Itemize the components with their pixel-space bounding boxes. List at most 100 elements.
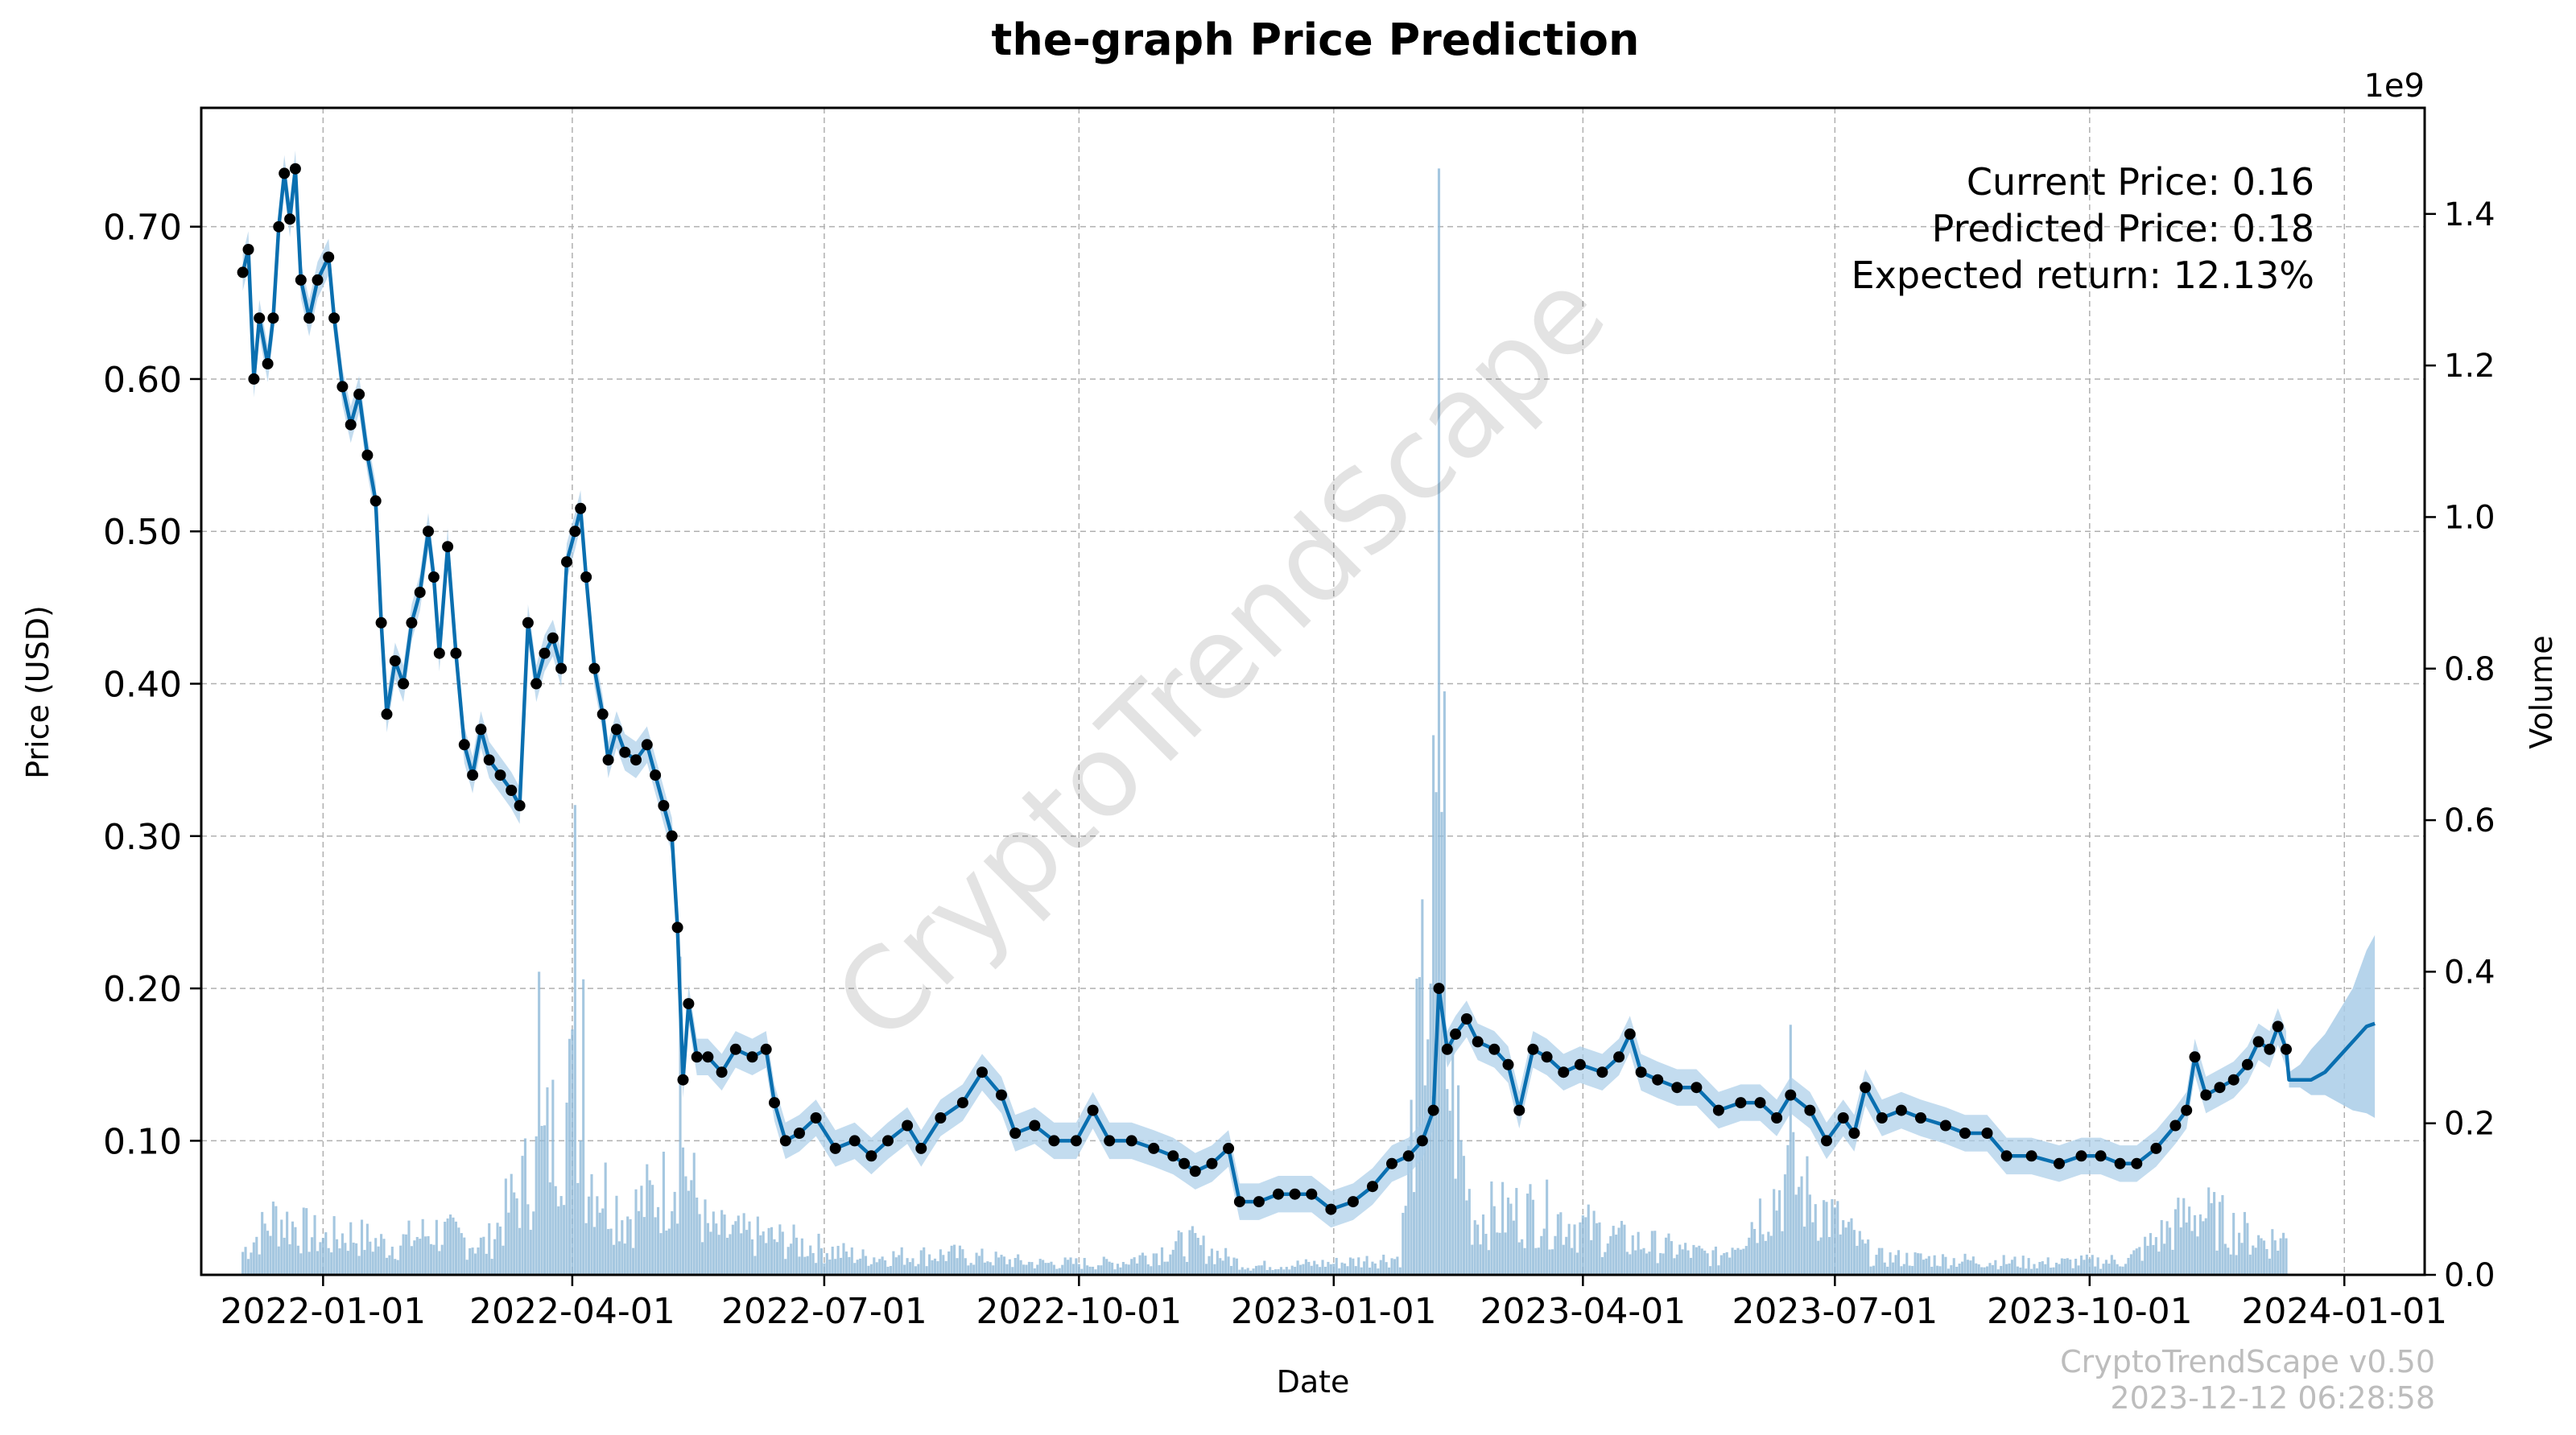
volume-bar bbox=[1446, 1089, 1449, 1275]
volume-bar bbox=[255, 1236, 258, 1275]
volume-bar bbox=[875, 1262, 878, 1275]
volume-bar bbox=[2268, 1258, 2271, 1275]
volume-bar bbox=[2190, 1231, 2194, 1275]
volume-bar bbox=[1753, 1228, 1757, 1275]
volume-bar bbox=[1038, 1259, 1042, 1275]
volume-bar bbox=[1208, 1256, 1211, 1275]
volume-bar bbox=[1831, 1198, 1834, 1275]
volume-bar bbox=[1191, 1226, 1194, 1275]
volume-bar bbox=[2196, 1236, 2199, 1275]
volume-bar bbox=[1241, 1267, 1244, 1275]
volume-bar bbox=[1102, 1256, 1105, 1275]
volume-bar bbox=[942, 1255, 945, 1275]
volume-bar bbox=[363, 1250, 366, 1275]
volume-bar bbox=[1880, 1247, 1884, 1275]
volume-bar bbox=[815, 1263, 818, 1275]
price-point bbox=[369, 495, 382, 507]
volume-bar bbox=[1996, 1269, 2000, 1275]
volume-bar bbox=[1966, 1260, 1970, 1275]
volume-bar bbox=[1377, 1268, 1380, 1275]
volume-bar bbox=[1319, 1267, 1322, 1275]
volume-bar bbox=[1304, 1259, 1307, 1275]
volume-bar bbox=[2027, 1258, 2030, 1275]
price-point bbox=[1735, 1097, 1747, 1109]
volume-bar bbox=[1913, 1252, 1917, 1275]
volume-bar bbox=[1634, 1250, 1637, 1275]
volume-bar bbox=[1141, 1252, 1145, 1275]
volume-bar bbox=[1410, 1099, 1413, 1275]
price-point bbox=[2150, 1142, 2162, 1154]
volume-bar bbox=[1365, 1256, 1368, 1275]
volume-bar bbox=[1858, 1231, 1861, 1275]
volume-bar bbox=[1290, 1265, 1294, 1275]
y2-tick-label: 0.2 bbox=[2444, 1106, 2496, 1143]
volume-bar bbox=[513, 1192, 516, 1275]
volume-bar bbox=[1819, 1237, 1823, 1275]
y2-axis-ticks: 0.0 0.2 0.4 0.6 0.8 1.0 1.2 1.4 bbox=[2425, 196, 2496, 1294]
volume-bar bbox=[1975, 1263, 1978, 1275]
price-point bbox=[882, 1135, 894, 1147]
volume-bar bbox=[1046, 1263, 1051, 1275]
volume-bar bbox=[1061, 1264, 1064, 1275]
volume-bar bbox=[546, 1087, 549, 1275]
volume-bar bbox=[435, 1219, 438, 1275]
price-point bbox=[1253, 1196, 1265, 1208]
volume-bar bbox=[1108, 1261, 1111, 1275]
volume-bar bbox=[1725, 1252, 1728, 1275]
price-point bbox=[865, 1150, 877, 1162]
volume-bar bbox=[662, 1151, 665, 1275]
volume-bar bbox=[986, 1261, 989, 1275]
price-point bbox=[1416, 1135, 1428, 1147]
volume-bar bbox=[1285, 1267, 1288, 1275]
price-point bbox=[2131, 1157, 2143, 1169]
volume-bar bbox=[1894, 1255, 1897, 1275]
price-point bbox=[248, 373, 260, 385]
y2-tick-label: 1.4 bbox=[2444, 196, 2496, 233]
volume-bar bbox=[1282, 1269, 1286, 1275]
volume-bar bbox=[861, 1249, 865, 1275]
volume-bar bbox=[1936, 1265, 1939, 1275]
y-axis-label: Price (USD) bbox=[20, 605, 56, 779]
volume-bar bbox=[1002, 1256, 1006, 1275]
volume-bar bbox=[515, 1198, 518, 1275]
volume-bar bbox=[1587, 1204, 1590, 1275]
volume-bar bbox=[1443, 691, 1446, 1275]
volume-bar bbox=[2046, 1257, 2050, 1275]
volume-bar bbox=[687, 1190, 690, 1275]
price-point bbox=[423, 526, 434, 538]
volume-bar bbox=[914, 1266, 917, 1275]
volume-bar bbox=[709, 1231, 712, 1275]
volume-bar bbox=[784, 1259, 787, 1275]
price-point bbox=[1837, 1112, 1849, 1124]
volume-bar bbox=[601, 1208, 605, 1275]
volume-bar bbox=[1000, 1255, 1003, 1275]
price-point bbox=[650, 769, 662, 781]
volume-bar bbox=[983, 1262, 986, 1275]
volume-bar bbox=[1825, 1202, 1828, 1275]
volume-bar bbox=[1681, 1249, 1684, 1275]
volume-bar bbox=[1517, 1242, 1521, 1275]
price-point bbox=[641, 739, 653, 751]
volume-bar bbox=[1742, 1248, 1745, 1275]
price-point bbox=[2114, 1157, 2126, 1169]
volume-bar bbox=[1390, 1258, 1393, 1275]
volume-bar bbox=[1642, 1247, 1645, 1275]
price-point bbox=[328, 312, 341, 324]
volume-bar bbox=[1105, 1259, 1108, 1275]
price-point bbox=[1527, 1043, 1539, 1055]
price-point bbox=[458, 739, 470, 751]
price-point bbox=[1104, 1135, 1116, 1147]
volume-bar bbox=[1773, 1189, 1776, 1275]
volume-bar bbox=[676, 1223, 679, 1275]
volume-bar bbox=[950, 1245, 953, 1275]
volume-bar bbox=[632, 1247, 635, 1275]
volume-bar bbox=[1177, 1230, 1180, 1275]
price-point bbox=[1981, 1128, 1993, 1139]
volume-bar bbox=[460, 1233, 463, 1275]
volume-bar bbox=[1869, 1266, 1872, 1275]
volume-bar bbox=[1166, 1261, 1169, 1275]
volume-bar bbox=[421, 1219, 424, 1275]
volume-bar bbox=[1421, 899, 1424, 1275]
volume-bar bbox=[1152, 1253, 1155, 1275]
price-point bbox=[956, 1097, 968, 1109]
